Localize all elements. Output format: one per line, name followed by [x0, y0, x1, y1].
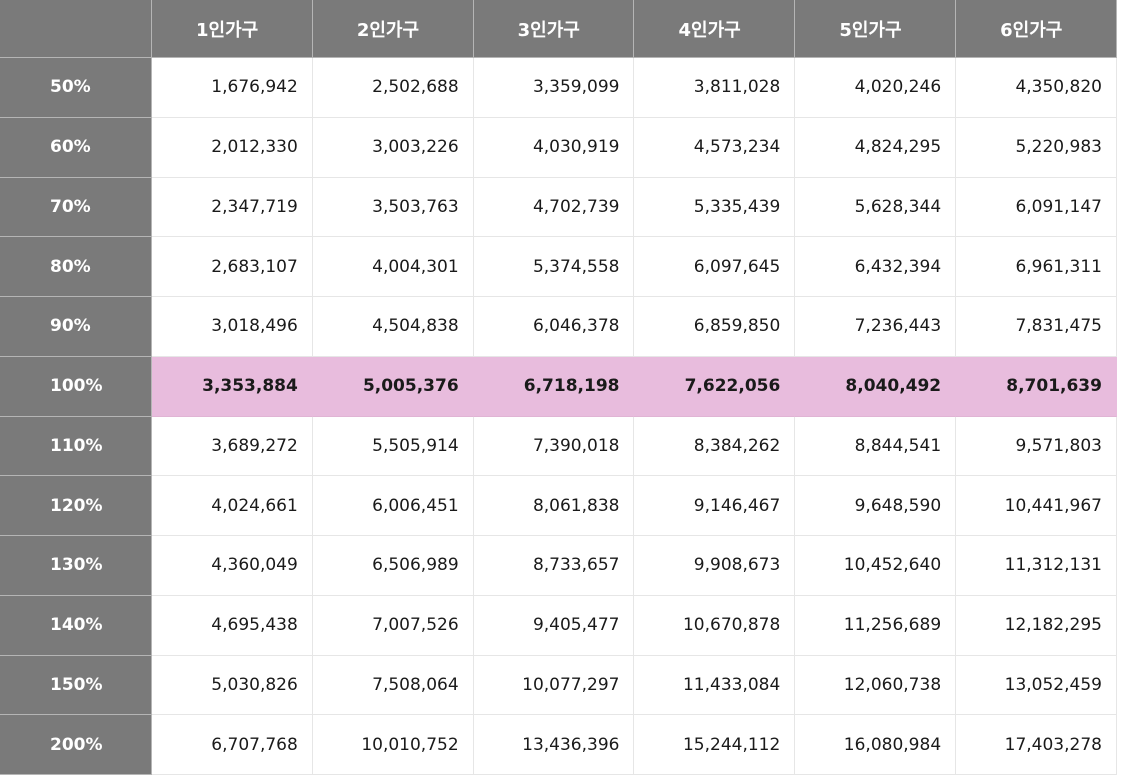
row-header: 110% — [0, 416, 152, 477]
row-header: 70% — [0, 177, 152, 238]
value-cell: 12,060,738 — [795, 655, 957, 716]
value-cell: 4,024,661 — [152, 476, 313, 536]
value-cell: 4,504,838 — [312, 297, 474, 357]
value-cell: 11,433,084 — [634, 655, 796, 716]
value-cell: 5,374,558 — [473, 237, 635, 297]
value-cell: 4,360,049 — [152, 536, 313, 596]
row-header: 200% — [0, 715, 152, 775]
value-cell: 6,097,645 — [634, 237, 796, 297]
value-cell: 9,146,467 — [634, 476, 796, 536]
value-cell: 6,006,451 — [312, 476, 474, 536]
column-header: 6인가구 — [956, 0, 1117, 58]
value-cell: 7,236,443 — [795, 297, 957, 357]
value-cell: 5,220,983 — [956, 117, 1117, 178]
value-cell: 10,010,752 — [312, 715, 474, 775]
row-header: 90% — [0, 297, 152, 357]
value-cell: 10,077,297 — [473, 655, 635, 716]
value-cell: 2,012,330 — [152, 117, 313, 178]
value-cell: 6,859,850 — [634, 297, 796, 357]
value-cell: 3,503,763 — [312, 177, 474, 238]
value-cell: 9,571,803 — [956, 416, 1117, 477]
value-cell: 8,384,262 — [634, 416, 796, 477]
row-header: 60% — [0, 117, 152, 178]
value-cell: 4,702,739 — [473, 177, 635, 238]
value-cell: 13,052,459 — [956, 655, 1117, 716]
column-header: 3인가구 — [473, 0, 635, 58]
value-cell: 11,312,131 — [956, 536, 1117, 596]
value-cell: 7,007,526 — [312, 595, 474, 656]
value-cell: 5,505,914 — [312, 416, 474, 477]
value-cell: 6,707,768 — [152, 715, 313, 775]
value-cell: 6,046,378 — [473, 297, 635, 357]
value-cell: 2,502,688 — [312, 58, 474, 118]
value-cell: 10,670,878 — [634, 595, 796, 656]
value-cell: 9,908,673 — [634, 536, 796, 596]
column-header: 2인가구 — [312, 0, 474, 58]
value-cell: 4,573,234 — [634, 117, 796, 178]
value-cell: 3,359,099 — [473, 58, 635, 118]
value-cell: 9,648,590 — [795, 476, 957, 536]
value-cell: 1,676,942 — [152, 58, 313, 118]
row-header: 130% — [0, 536, 152, 596]
row-header: 120% — [0, 476, 152, 536]
value-cell: 17,403,278 — [956, 715, 1117, 775]
row-header: 80% — [0, 237, 152, 297]
value-cell: 11,256,689 — [795, 595, 957, 656]
highlighted-value-cell: 3,353,884 — [152, 356, 313, 417]
value-cell: 13,436,396 — [473, 715, 635, 775]
value-cell: 7,390,018 — [473, 416, 635, 477]
value-cell: 7,508,064 — [312, 655, 474, 716]
value-cell: 10,441,967 — [956, 476, 1117, 536]
highlighted-value-cell: 8,040,492 — [795, 356, 957, 417]
highlighted-value-cell: 8,701,639 — [956, 356, 1117, 417]
value-cell: 6,091,147 — [956, 177, 1117, 238]
value-cell: 8,061,838 — [473, 476, 635, 536]
value-cell: 2,683,107 — [152, 237, 313, 297]
value-cell: 3,018,496 — [152, 297, 313, 357]
column-header: 4인가구 — [634, 0, 796, 58]
column-header: 1인가구 — [152, 0, 313, 58]
highlighted-value-cell: 7,622,056 — [634, 356, 796, 417]
value-cell: 16,080,984 — [795, 715, 957, 775]
row-header: 50% — [0, 58, 152, 118]
row-header: 100% — [0, 356, 152, 417]
value-cell: 5,628,344 — [795, 177, 957, 238]
row-header: 150% — [0, 655, 152, 716]
value-cell: 5,030,826 — [152, 655, 313, 716]
row-header: 140% — [0, 595, 152, 656]
value-cell: 8,844,541 — [795, 416, 957, 477]
value-cell: 10,452,640 — [795, 536, 957, 596]
value-cell: 12,182,295 — [956, 595, 1117, 656]
value-cell: 4,350,820 — [956, 58, 1117, 118]
value-cell: 7,831,475 — [956, 297, 1117, 357]
value-cell: 5,335,439 — [634, 177, 796, 238]
value-cell: 3,003,226 — [312, 117, 474, 178]
value-cell: 2,347,719 — [152, 177, 313, 238]
highlighted-value-cell: 5,005,376 — [312, 356, 474, 417]
value-cell: 4,020,246 — [795, 58, 957, 118]
value-cell: 9,405,477 — [473, 595, 635, 656]
table-corner-cell — [0, 0, 152, 58]
column-header: 5인가구 — [795, 0, 957, 58]
value-cell: 8,733,657 — [473, 536, 635, 596]
value-cell: 6,506,989 — [312, 536, 474, 596]
value-cell: 4,824,295 — [795, 117, 957, 178]
highlighted-value-cell: 6,718,198 — [473, 356, 635, 417]
value-cell: 15,244,112 — [634, 715, 796, 775]
value-cell: 3,689,272 — [152, 416, 313, 477]
value-cell: 6,961,311 — [956, 237, 1117, 297]
value-cell: 4,030,919 — [473, 117, 635, 178]
value-cell: 3,811,028 — [634, 58, 796, 118]
value-cell: 6,432,394 — [795, 237, 957, 297]
value-cell: 4,004,301 — [312, 237, 474, 297]
value-cell: 4,695,438 — [152, 595, 313, 656]
